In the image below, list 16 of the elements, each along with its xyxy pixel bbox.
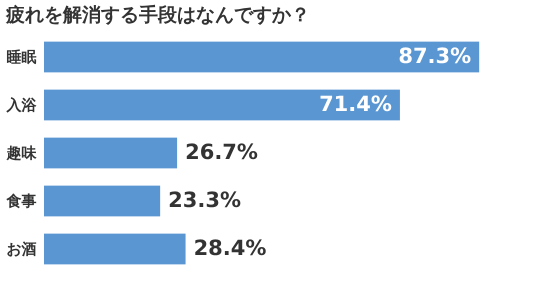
bar <box>44 90 400 120</box>
bar <box>44 42 480 72</box>
y-tick-label: 趣味 <box>6 144 38 162</box>
data-label: 71.4% <box>319 92 392 116</box>
y-tick-label: 食事 <box>6 192 36 210</box>
bar <box>44 234 186 264</box>
bar <box>44 186 160 216</box>
y-tick-label: 睡眠 <box>6 48 36 66</box>
data-label: 26.7% <box>185 140 258 164</box>
bar <box>44 138 178 168</box>
data-label: 87.3% <box>398 44 472 68</box>
data-label: 23.3% <box>168 188 242 212</box>
y-tick-label: お酒 <box>6 240 36 258</box>
y-tick-label: 入浴 <box>6 96 38 114</box>
chart-title: 疲れを解消する手段はなんですか？ <box>5 4 310 26</box>
data-label: 28.4% <box>194 236 266 260</box>
